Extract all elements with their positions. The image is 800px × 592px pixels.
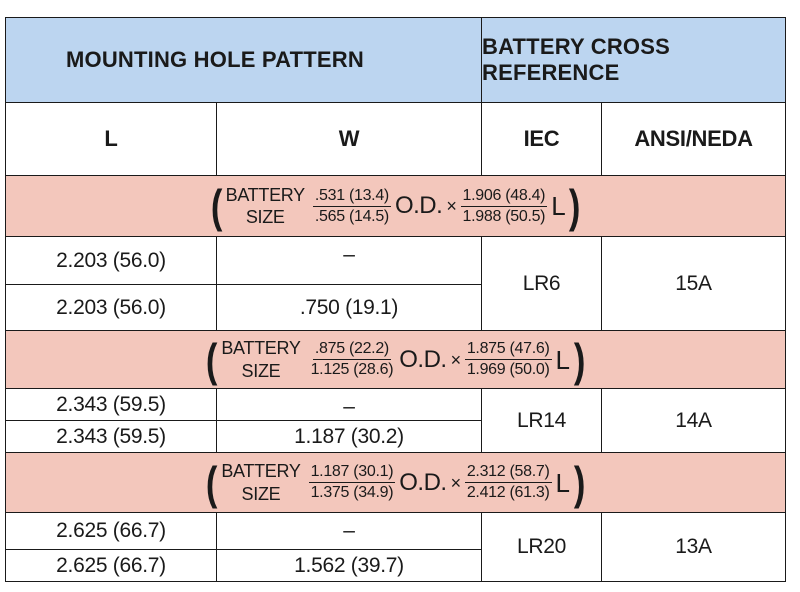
length-fraction: 1.906 (48.4) 1.988 (50.5) <box>460 187 548 225</box>
length-fraction: 1.875 (47.6) 1.969 (50.0) <box>464 341 552 378</box>
battery-size-band: (BATTERY SIZE .531 (13.4) .565 (14.5) O.D. × 1… <box>5 175 786 237</box>
mounting-l-value: 2.625 (66.7) <box>5 549 217 582</box>
right-paren: ) <box>573 333 585 386</box>
mounting-hole-pattern-header: MOUNTING HOLE PATTERN <box>5 17 482 103</box>
battery-size-formula: (BATTERY SIZE .875 (22.2) 1.125 (28.6) O.D. ×… <box>202 337 588 383</box>
iec-value: LR14 <box>481 388 602 453</box>
mounting-l-value: 2.203 (56.0) <box>5 284 217 331</box>
od-label: O.D. <box>399 468 447 496</box>
label-size: SIZE <box>241 360 281 381</box>
label-size: SIZE <box>241 483 281 504</box>
times-sign: × <box>450 472 462 493</box>
od-max: .565 (14.5) <box>314 207 389 225</box>
left-paren: ( <box>206 333 218 386</box>
col-header-ansi: ANSI/NEDA <box>601 102 786 176</box>
right-paren: ) <box>573 456 585 509</box>
battery-size-formula: (BATTERY SIZE 1.187 (30.1) 1.375 (34.9) O.D.… <box>202 460 588 506</box>
ansi-neda-value: 15A <box>601 236 786 331</box>
battery-size-formula: (BATTERY SIZE .531 (13.4) .565 (14.5) O.D. × 1… <box>207 183 585 229</box>
battery-size-label: BATTERY SIZE <box>221 337 301 382</box>
length-max: 1.988 (50.5) <box>462 207 546 225</box>
od-max: 1.125 (28.6) <box>310 361 394 378</box>
mounting-w-value: 1.187 (30.2) <box>216 420 482 453</box>
ansi-neda-value: 13A <box>601 512 786 582</box>
iec-value: LR6 <box>481 236 602 331</box>
length-min: 2.312 (58.7) <box>464 464 552 483</box>
od-label: O.D. <box>394 192 443 219</box>
od-fraction: 1.187 (30.1) 1.375 (34.9) <box>308 464 396 501</box>
battery-size-band: (BATTERY SIZE .875 (22.2) 1.125 (28.6) O.D. ×… <box>5 330 786 389</box>
label-battery: BATTERY <box>225 184 306 205</box>
times-sign: × <box>446 196 457 216</box>
label-battery: BATTERY <box>221 338 301 358</box>
left-paren: ( <box>206 456 218 509</box>
od-fraction: .531 (13.4) .565 (14.5) <box>312 187 391 225</box>
ansi-neda-value: 14A <box>601 388 786 453</box>
mounting-w-value: .750 (19.1) <box>216 284 482 331</box>
od-fraction: .875 (22.2) 1.125 (28.6) <box>309 341 396 378</box>
mounting-w-value: – <box>216 388 482 421</box>
length-min: 1.875 (47.6) <box>464 341 552 360</box>
left-paren: ( <box>210 180 222 232</box>
mounting-l-value: 2.343 (59.5) <box>5 388 217 421</box>
od-min: .875 (22.2) <box>312 341 391 360</box>
iec-value: LR20 <box>481 512 602 582</box>
col-header-iec: IEC <box>481 102 602 176</box>
mounting-w-value: – <box>216 236 482 285</box>
length-label: L <box>555 344 570 375</box>
length-label: L <box>555 467 570 498</box>
battery-size-band: (BATTERY SIZE 1.187 (30.1) 1.375 (34.9) O.D.… <box>5 452 786 513</box>
length-min: 1.906 (48.4) <box>460 187 548 207</box>
length-fraction: 2.312 (58.7) 2.412 (61.3) <box>464 464 552 501</box>
battery-cross-reference-header: BATTERY CROSS REFERENCE <box>481 17 786 103</box>
mounting-l-value: 2.343 (59.5) <box>5 420 217 453</box>
mounting-l-value: 2.625 (66.7) <box>5 512 217 550</box>
mounting-w-value: – <box>216 512 482 550</box>
od-label: O.D. <box>399 345 447 373</box>
od-min: .531 (13.4) <box>312 187 391 207</box>
battery-size-label: BATTERY SIZE <box>225 184 306 229</box>
col-header-w: W <box>216 102 482 176</box>
battery-size-label: BATTERY SIZE <box>221 460 301 505</box>
length-label: L <box>551 191 566 221</box>
col-header-l: L <box>5 102 217 176</box>
mounting-w-value: 1.562 (39.7) <box>216 549 482 582</box>
length-max: 1.969 (50.0) <box>466 361 550 378</box>
label-battery: BATTERY <box>221 461 301 481</box>
length-max: 2.412 (61.3) <box>466 484 550 501</box>
od-max: 1.375 (34.9) <box>310 484 394 501</box>
od-min: 1.187 (30.1) <box>308 464 396 483</box>
label-size: SIZE <box>245 207 285 227</box>
mounting-l-value: 2.203 (56.0) <box>5 236 217 285</box>
right-paren: ) <box>569 180 581 232</box>
times-sign: × <box>450 349 462 370</box>
